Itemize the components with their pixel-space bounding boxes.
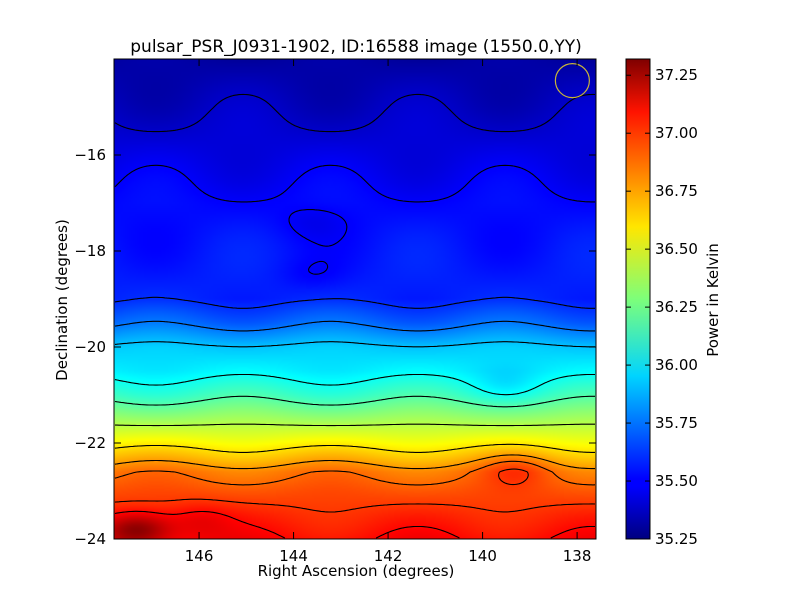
colorbar-tick-label: 37.25	[655, 66, 698, 84]
y-tick-label: −24	[74, 530, 106, 548]
target-circle-marker	[554, 62, 590, 99]
colorbar-tick-label: 36.50	[655, 240, 698, 258]
x-tick-label: 144	[279, 547, 308, 565]
contour-line-5	[114, 373, 595, 396]
heatmap-area	[113, 58, 597, 540]
colorbar-tick-label: 36.00	[655, 356, 698, 374]
chart-title: pulsar_PSR_J0931-1902, ID:16588 image (1…	[130, 37, 581, 57]
colorbar-tick-label: 35.50	[655, 472, 698, 490]
colorbar-tick-label: 35.75	[655, 414, 698, 432]
x-axis: 146 144 142 140 138	[185, 59, 592, 565]
colorbar-tick-label: 37.00	[655, 124, 698, 142]
x-axis-label: Right Ascension (degrees)	[258, 562, 455, 580]
plot-frame	[113, 58, 597, 540]
contour-line-12	[114, 510, 595, 539]
x-tick-label: 146	[185, 547, 214, 565]
colorbar: 35.25 35.50 35.75 36.00 36.25 36.50 36.75 37.00…	[625, 58, 722, 548]
y-axis-label: Declination (degrees)	[53, 219, 71, 381]
y-tick-label: −16	[74, 146, 106, 164]
y-tick-label: −22	[74, 434, 106, 452]
x-tick-label: 140	[468, 547, 497, 565]
y-tick-label: −18	[74, 242, 106, 260]
x-tick-label: 138	[563, 547, 592, 565]
contour-line-6	[114, 395, 595, 408]
contour-line-11	[114, 468, 596, 513]
contour-line-0	[114, 93, 596, 133]
contour-line-10	[114, 460, 596, 486]
colorbar-ticks: 35.25 35.50 35.75 36.00 36.25 36.50 36.75 37.00…	[626, 66, 698, 548]
colorbar-gradient	[625, 58, 651, 540]
x-tick-label: 142	[374, 547, 403, 565]
contour-line-1	[114, 164, 595, 275]
contour-line-7	[115, 423, 595, 427]
y-axis: −16 −18 −20 −22 −24	[74, 146, 596, 548]
contour-line-9	[114, 454, 595, 470]
colorbar-label: Power in Kelvin	[704, 243, 722, 357]
colorbar-tick-label: 36.25	[655, 298, 698, 316]
contour-line-3	[114, 320, 595, 332]
heatmap-image	[114, 59, 596, 539]
colorbar-tick-label: 36.75	[655, 182, 698, 200]
contour-lines	[114, 93, 596, 539]
colorbar-tick-label: 35.25	[655, 530, 698, 548]
contour-line-4	[114, 341, 595, 348]
contour-line-8	[114, 443, 595, 453]
y-tick-label: −20	[74, 338, 106, 356]
contour-line-2	[114, 296, 595, 309]
